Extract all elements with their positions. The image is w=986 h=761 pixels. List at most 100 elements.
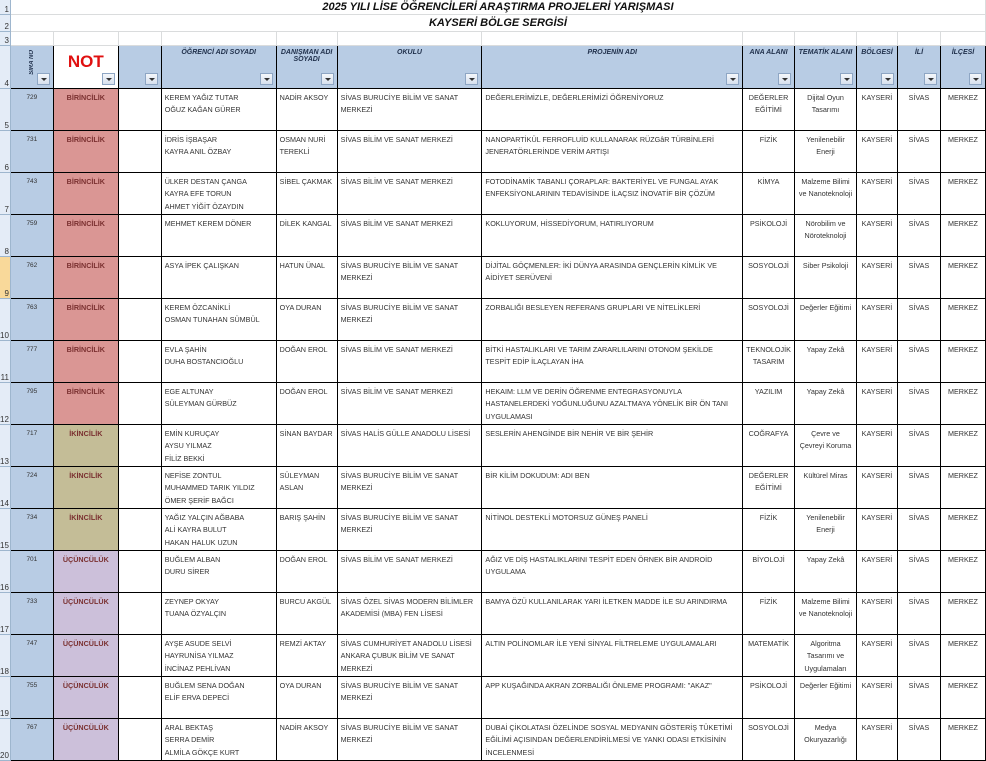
advisor-cell[interactable]: NADİR AKSOY [275, 87, 338, 131]
row-header[interactable]: 3 [0, 31, 11, 46]
project-cell[interactable]: SESLERİN AHENGİNDE BİR NEHİR VE BİR ŞEHİ… [481, 423, 744, 467]
blank-cell[interactable] [117, 633, 162, 677]
filter-dropdown-icon[interactable] [726, 72, 740, 85]
blank-cell[interactable] [117, 87, 162, 131]
school-cell[interactable]: SİVAS BURUCİYE BİLİM VE SANAT MERKEZİ [336, 507, 483, 551]
school-cell[interactable]: SİVAS BİLİM VE SANAT MERKEZİ [336, 171, 483, 215]
province-cell[interactable]: SİVAS [896, 675, 941, 719]
school-cell[interactable]: SİVAS BİLİM VE SANAT MERKEZİ [336, 339, 483, 383]
not-cell[interactable]: ÜÇÜNCÜLÜK [52, 549, 119, 593]
row-header[interactable]: 7 [0, 172, 11, 215]
advisor-cell[interactable]: NADİR AKSOY [275, 717, 338, 761]
not-cell[interactable]: BİRİNCİLİK [52, 129, 119, 173]
not-cell[interactable]: BİRİNCİLİK [52, 87, 119, 131]
filter-dropdown-icon[interactable] [969, 72, 982, 85]
school-cell[interactable]: SİVAS ÖZEL SİVAS MODERN BİLİMLER AKADEMİ… [336, 591, 483, 635]
district-cell[interactable]: MERKEZ [939, 87, 986, 131]
district-cell[interactable]: MERKEZ [939, 171, 986, 215]
sira-cell[interactable]: 763 [9, 297, 54, 341]
row-header[interactable]: 1 [0, 0, 11, 15]
province-cell[interactable]: SİVAS [896, 213, 941, 257]
sira-cell[interactable]: 747 [9, 633, 54, 677]
table-row[interactable]: 8 759 BİRİNCİLİK MEHMET KEREM DÖNER DİLEK KA… [0, 213, 986, 257]
sira-cell[interactable]: 767 [9, 717, 54, 761]
not-cell[interactable]: ÜÇÜNCÜLÜK [52, 717, 119, 761]
province-cell[interactable]: SİVAS [896, 339, 941, 383]
table-row[interactable]: 16 701 ÜÇÜNCÜLÜK BUĞLEM ALBAN DURU SİRER DOĞ… [0, 549, 986, 593]
thematic-field-cell[interactable]: Dijital Oyun Tasarımı [794, 87, 857, 131]
filter-dropdown-icon[interactable] [144, 72, 158, 85]
thematic-field-cell[interactable]: Yapay Zekâ [794, 339, 857, 383]
row-header[interactable]: 16 [0, 550, 11, 593]
row-header[interactable]: 13 [0, 424, 11, 467]
sira-cell[interactable]: 762 [9, 255, 54, 299]
row-header[interactable]: 20 [0, 718, 11, 761]
project-cell[interactable]: BAMYA ÖZÜ KULLANILARAK YARI İLETKEN MADD… [481, 591, 744, 635]
filter-dropdown-icon[interactable] [778, 72, 792, 85]
filter-dropdown-icon[interactable] [923, 72, 937, 85]
advisor-cell[interactable]: DİLEK KANGAL [275, 213, 338, 257]
blank-cell[interactable] [117, 465, 162, 509]
thematic-field-cell[interactable]: Malzeme Bilimi ve Nanoteknoloji [794, 591, 857, 635]
district-cell[interactable]: MERKEZ [939, 549, 986, 593]
main-field-cell[interactable]: PSİKOLOJİ [742, 213, 796, 257]
district-cell[interactable]: MERKEZ [939, 213, 986, 257]
sira-cell[interactable]: 733 [9, 591, 54, 635]
region-cell[interactable]: KAYSERİ [855, 129, 898, 173]
student-cell[interactable]: AYŞE ASUDE SELVİ HAYRUNİSA YILMAZ İNCİNA… [160, 633, 277, 677]
student-cell[interactable]: BUĞLEM SENA DOĞAN ELİF ERVA DEPECİ [160, 675, 277, 719]
filter-dropdown-icon[interactable] [259, 72, 273, 85]
district-cell[interactable]: MERKEZ [939, 129, 986, 173]
advisor-cell[interactable]: OYA DURAN [275, 297, 338, 341]
region-cell[interactable]: KAYSERİ [855, 297, 898, 341]
province-cell[interactable]: SİVAS [896, 297, 941, 341]
project-cell[interactable]: KOKLUYORUM, HİSSEDİYORUM, HATIRLIYORUM [481, 213, 744, 257]
thematic-field-cell[interactable]: Yenilenebilir Enerji [794, 129, 857, 173]
region-cell[interactable]: KAYSERİ [855, 675, 898, 719]
school-cell[interactable]: SİVAS CUMHURİYET ANADOLU LİSESİ ANKARA Ç… [336, 633, 483, 677]
advisor-cell[interactable]: OYA DURAN [275, 675, 338, 719]
sira-cell[interactable]: 777 [9, 339, 54, 383]
not-cell[interactable]: BİRİNCİLİK [52, 339, 119, 383]
filter-dropdown-icon[interactable] [839, 72, 853, 85]
region-cell[interactable]: KAYSERİ [855, 465, 898, 509]
advisor-cell[interactable]: DOĞAN EROL [275, 549, 338, 593]
student-cell[interactable]: BUĞLEM ALBAN DURU SİRER [160, 549, 277, 593]
not-cell[interactable]: İKİNCİLİK [52, 465, 119, 509]
student-cell[interactable]: EVLA ŞAHİN DUHA BOSTANCIOĞLU [160, 339, 277, 383]
project-cell[interactable]: HEKAIM: LLM VE DERİN ÖĞRENME ENTEGRASYON… [481, 381, 744, 425]
student-cell[interactable]: ARAL BEKTAŞ SERRA DEMİR ALMİLA GÖKÇE KUR… [160, 717, 277, 761]
province-cell[interactable]: SİVAS [896, 549, 941, 593]
district-cell[interactable]: MERKEZ [939, 297, 986, 341]
advisor-cell[interactable]: OSMAN NURİ TEREKLİ [275, 129, 338, 173]
thematic-field-cell[interactable]: Kültürel Miras [794, 465, 857, 509]
project-cell[interactable]: DUBAİ ÇİKOLATASI ÖZELİNDE SOSYAL MEDYANI… [481, 717, 744, 761]
row-header[interactable]: 10 [0, 298, 11, 341]
region-cell[interactable]: KAYSERİ [855, 171, 898, 215]
table-row[interactable]: 6 731 BİRİNCİLİK İDRİS İŞBAŞAR KAYRA ANIL Ö… [0, 129, 986, 173]
blank-cell[interactable] [117, 339, 162, 383]
school-cell[interactable]: SİVAS BİLİM VE SANAT MERKEZİ [336, 129, 483, 173]
student-cell[interactable]: ÜLKER DESTAN ÇANGA KAYRA EFE TORUN AHMET… [160, 171, 277, 215]
not-cell[interactable]: BİRİNCİLİK [52, 171, 119, 215]
not-cell[interactable]: ÜÇÜNCÜLÜK [52, 633, 119, 677]
student-cell[interactable]: KEREM ÖZCANİKLİ OSMAN TUNAHAN SÜMBÜL [160, 297, 277, 341]
province-cell[interactable]: SİVAS [896, 129, 941, 173]
filter-dropdown-icon[interactable] [465, 72, 479, 85]
thematic-field-cell[interactable]: Yapay Zekâ [794, 381, 857, 425]
region-cell[interactable]: KAYSERİ [855, 339, 898, 383]
thematic-field-cell[interactable]: Medya Okuryazarlığı [794, 717, 857, 761]
filter-dropdown-icon[interactable] [320, 72, 334, 85]
blank-cell[interactable] [117, 549, 162, 593]
thematic-field-cell[interactable]: Yenilenebilir Enerji [794, 507, 857, 551]
province-cell[interactable]: SİVAS [896, 633, 941, 677]
main-field-cell[interactable]: BİYOLOJİ [742, 549, 796, 593]
blank-cell[interactable] [117, 129, 162, 173]
advisor-cell[interactable]: BARIŞ ŞAHİN [275, 507, 338, 551]
thematic-field-cell[interactable]: Değerler Eğitimi [794, 675, 857, 719]
thematic-field-cell[interactable]: Nörobilim ve Nöroteknoloji [794, 213, 857, 257]
region-cell[interactable]: KAYSERİ [855, 213, 898, 257]
district-cell[interactable]: MERKEZ [939, 633, 986, 677]
region-cell[interactable]: KAYSERİ [855, 633, 898, 677]
filter-dropdown-icon[interactable] [880, 72, 894, 85]
